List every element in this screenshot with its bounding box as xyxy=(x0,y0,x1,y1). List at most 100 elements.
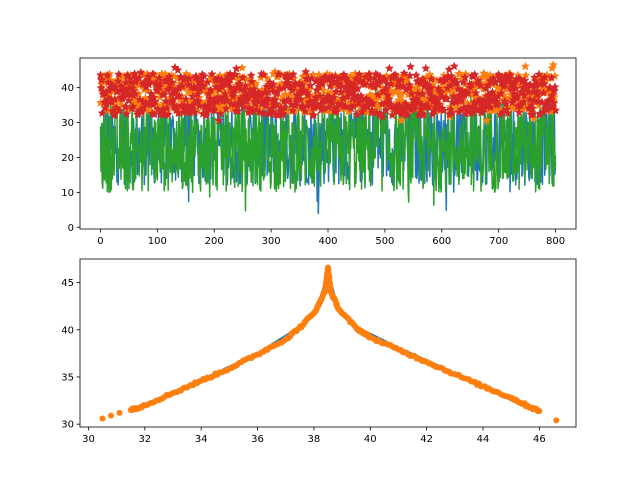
data-point xyxy=(201,110,211,120)
data-point xyxy=(110,94,120,104)
data-point xyxy=(360,79,370,89)
data-point xyxy=(458,77,469,87)
data-point xyxy=(230,69,240,79)
data-point xyxy=(231,63,242,73)
data-point xyxy=(496,88,506,98)
series-markers-1 xyxy=(99,264,560,424)
data-point xyxy=(238,102,248,111)
top-y-axis: 0 10 20 30 40 xyxy=(61,83,80,234)
data-point xyxy=(123,70,133,80)
x-tick-label: 0 xyxy=(97,236,103,247)
top-plot-area xyxy=(95,60,561,215)
data-point xyxy=(287,85,297,95)
data-point xyxy=(404,80,414,90)
data-point xyxy=(418,110,429,120)
data-point xyxy=(296,94,306,104)
data-point xyxy=(550,82,560,91)
series-markers-3 xyxy=(95,61,561,125)
bottom-y-axis: 30 35 40 45 xyxy=(61,278,80,431)
data-point xyxy=(402,110,412,120)
data-point xyxy=(288,69,298,79)
data-point xyxy=(327,98,338,108)
data-point xyxy=(499,81,509,91)
data-point xyxy=(405,61,416,71)
x-tick-label: 500 xyxy=(375,236,394,247)
data-point xyxy=(167,77,177,87)
data-point xyxy=(547,90,557,100)
data-point xyxy=(521,70,531,80)
data-point xyxy=(520,61,531,71)
data-point xyxy=(421,63,431,73)
top-x-axis: 0 100 200 300 400 500 600 700 800 xyxy=(97,229,565,247)
data-point xyxy=(177,81,188,91)
data-point xyxy=(124,95,134,105)
data-point xyxy=(447,108,457,118)
x-tick-label: 30 xyxy=(82,434,95,445)
data-point xyxy=(128,101,138,111)
data-point xyxy=(247,76,257,86)
data-point xyxy=(198,81,209,91)
data-point xyxy=(417,89,428,99)
data-point xyxy=(368,98,378,108)
data-point xyxy=(254,107,264,117)
data-point xyxy=(115,105,125,115)
data-point xyxy=(413,88,423,98)
data-point xyxy=(396,115,407,125)
data-point xyxy=(548,60,558,69)
data-point xyxy=(290,100,301,110)
data-point xyxy=(99,415,106,422)
data-point xyxy=(300,106,310,116)
data-point xyxy=(344,77,354,87)
data-point xyxy=(238,73,248,82)
data-point xyxy=(249,84,259,94)
data-point xyxy=(473,75,483,85)
data-point xyxy=(159,89,169,99)
data-point xyxy=(397,89,407,99)
data-point xyxy=(114,69,124,79)
data-point xyxy=(214,115,224,125)
data-point xyxy=(533,89,543,99)
data-point xyxy=(487,87,498,97)
x-tick-label: 46 xyxy=(533,434,546,445)
data-point xyxy=(95,70,106,80)
data-point xyxy=(193,89,203,99)
data-point xyxy=(503,108,513,118)
y-tick-label: 40 xyxy=(61,325,74,336)
data-point xyxy=(404,83,414,93)
x-tick-label: 800 xyxy=(546,236,565,247)
data-point xyxy=(163,109,173,119)
y-tick-label: 10 xyxy=(61,188,74,199)
data-point xyxy=(240,81,251,90)
data-point xyxy=(352,83,363,93)
data-point xyxy=(449,61,459,71)
data-point xyxy=(237,62,247,72)
y-tick-label: 30 xyxy=(61,420,74,431)
x-tick-label: 32 xyxy=(138,434,151,445)
data-point xyxy=(394,100,404,110)
top-subplot: 0 100 200 300 400 500 600 700 800 0 10 20 30 40 xyxy=(61,57,577,247)
data-point xyxy=(511,83,521,93)
data-point xyxy=(471,88,481,98)
x-tick-label: 36 xyxy=(251,434,264,445)
data-point xyxy=(305,80,316,90)
data-point xyxy=(529,95,539,105)
data-point xyxy=(336,87,346,97)
data-point xyxy=(272,99,282,109)
x-tick-label: 100 xyxy=(148,236,167,247)
data-point xyxy=(549,98,559,108)
data-point xyxy=(193,96,203,106)
y-tick-label: 20 xyxy=(61,153,74,164)
x-tick-label: 38 xyxy=(308,434,321,445)
x-tick-label: 42 xyxy=(420,434,433,445)
data-point xyxy=(162,103,172,113)
y-tick-label: 30 xyxy=(61,118,74,129)
data-point xyxy=(317,79,327,88)
data-point xyxy=(199,71,209,81)
data-point xyxy=(202,77,213,87)
data-point xyxy=(426,82,436,92)
data-point xyxy=(134,73,144,82)
data-point xyxy=(539,79,549,89)
data-point xyxy=(228,91,238,101)
data-point xyxy=(553,417,560,424)
x-tick-label: 300 xyxy=(262,236,281,247)
